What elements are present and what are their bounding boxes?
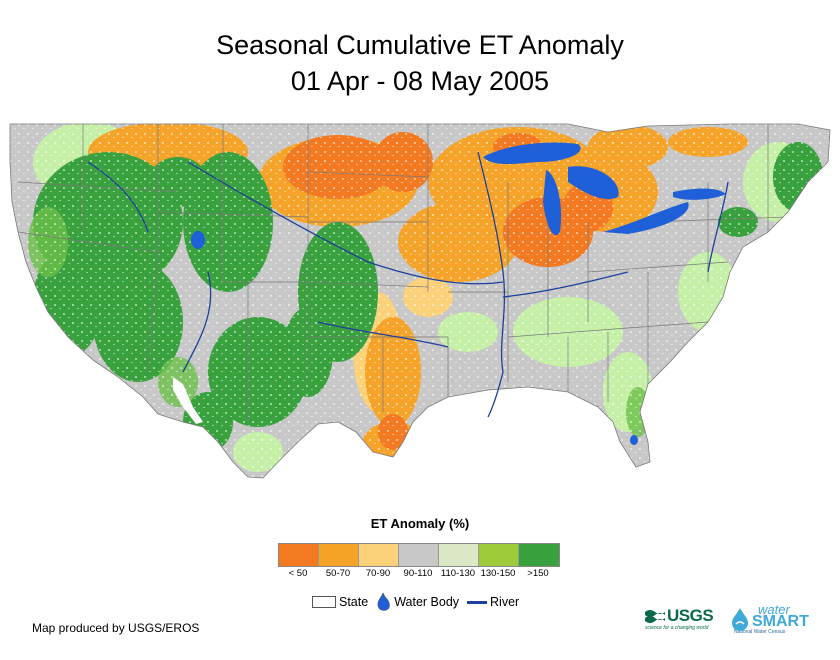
legend-label: 130-150 <box>480 568 516 579</box>
river-key-label: River <box>490 595 520 609</box>
legend-label: >150 <box>527 568 549 579</box>
river-key-line <box>467 600 488 604</box>
state-key-label: State <box>339 595 369 609</box>
usgs-wave-icon <box>645 610 665 623</box>
watersmart-drop-icon <box>732 608 748 631</box>
water-bodies <box>191 142 726 445</box>
water-body-key-label: Water Body <box>394 595 460 609</box>
state-boundaries <box>17 124 789 422</box>
map-keys: State Water Body River <box>312 592 527 612</box>
water-drop-icon <box>377 592 390 611</box>
state-key-swatch <box>312 596 336 608</box>
anomaly-raster <box>10 124 830 478</box>
map-date-range: 01 Apr - 08 May 2005 <box>290 66 550 96</box>
legend-swatch-90-110 <box>399 544 439 566</box>
legend-title: ET Anomaly (%) <box>370 516 470 531</box>
river-key: River <box>467 595 519 609</box>
legend-labels: < 50 50-70 70-90 90-110 110-130 130-150 … <box>278 568 558 579</box>
legend-label: < 50 <box>288 568 308 579</box>
et-anomaly-map <box>9 123 831 479</box>
watersmart-smart-text: SMART <box>752 613 809 630</box>
legend-label: 50-70 <box>325 568 351 579</box>
legend-swatch-50-70 <box>319 544 359 566</box>
usgs-tagline: science for a changing world <box>645 625 709 631</box>
legend-swatch-70-90 <box>359 544 399 566</box>
watersmart-water-text: water <box>758 602 790 617</box>
rivers <box>87 151 729 418</box>
watersmart-logo: water SMART National Water Census <box>728 602 809 635</box>
legend-label: 90-110 <box>403 568 433 579</box>
legend-swatch-gt150 <box>519 544 559 566</box>
water-body-key: Water Body <box>376 592 459 612</box>
state-key: State <box>312 595 368 609</box>
legend-label: 110-130 <box>440 568 476 579</box>
map-title: Seasonal Cumulative ET Anomaly <box>216 30 624 60</box>
legend-swatch-130-150 <box>479 544 519 566</box>
watersmart-subtitle: National Water Census <box>734 629 786 635</box>
usgs-logo: USGS science for a changing world <box>645 606 714 631</box>
legend-color-bar <box>278 543 560 567</box>
legend-swatch-lt50 <box>279 544 319 566</box>
map-credit: Map produced by USGS/EROS <box>32 621 200 635</box>
usgs-wordmark: USGS <box>667 606 714 625</box>
legend-swatch-110-130 <box>439 544 479 566</box>
legend-label: 70-90 <box>365 568 391 579</box>
